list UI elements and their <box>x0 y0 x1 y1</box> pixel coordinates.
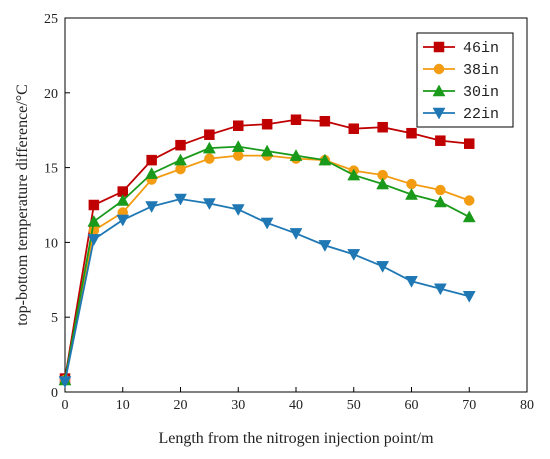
data-point <box>433 283 447 296</box>
legend-item: 38in <box>423 62 499 79</box>
data-point <box>464 138 475 149</box>
data-point <box>202 198 216 211</box>
y-tick-label: 15 <box>44 162 58 177</box>
x-axis-ticks: 0 10 20 30 40 50 60 70 80 <box>62 387 534 413</box>
data-point <box>260 217 274 230</box>
series-38in <box>59 150 475 386</box>
data-point <box>87 214 101 227</box>
y-axis-ticks: 0 5 10 15 20 25 <box>44 12 70 401</box>
data-point <box>318 240 332 252</box>
data-point <box>231 204 245 217</box>
legend-item: 30in <box>423 84 499 101</box>
legend-label: 30in <box>463 84 499 101</box>
data-point <box>433 195 447 208</box>
data-point <box>204 129 215 140</box>
legend-marker <box>433 41 445 53</box>
legend-marker <box>432 84 446 97</box>
series-22in <box>58 193 476 389</box>
legend-item: 46in <box>423 40 499 57</box>
x-tick-label: 0 <box>62 398 69 413</box>
data-point <box>146 154 157 166</box>
y-tick-label: 20 <box>44 87 58 102</box>
data-point <box>145 167 159 179</box>
data-point <box>319 115 331 127</box>
legend-label: 38in <box>463 62 499 79</box>
y-tick-label: 10 <box>44 236 58 251</box>
data-point <box>462 210 476 223</box>
data-point <box>116 193 130 206</box>
data-point <box>175 139 186 151</box>
data-point <box>116 214 130 227</box>
data-point <box>464 195 475 206</box>
data-point <box>260 144 274 157</box>
x-axis-title: Length from the nitrogen injection point… <box>158 430 434 447</box>
legend: 46in 38in 30in 22in <box>416 32 514 128</box>
data-point <box>88 225 100 236</box>
data-point <box>405 188 418 200</box>
y-tick-label: 0 <box>51 386 58 401</box>
legend-label: 46in <box>463 40 499 57</box>
legend-marker <box>432 107 446 120</box>
data-point <box>145 201 159 214</box>
data-point <box>376 261 390 273</box>
data-point <box>202 141 216 154</box>
data-point <box>376 177 390 190</box>
data-point <box>58 376 72 389</box>
data-point <box>289 149 303 161</box>
x-tick-label: 10 <box>116 398 130 413</box>
data-point <box>406 178 417 190</box>
data-point <box>175 163 186 175</box>
x-tick-label: 40 <box>289 398 303 413</box>
data-point <box>348 123 359 134</box>
x-tick-label: 30 <box>231 398 245 413</box>
data-point <box>204 153 215 164</box>
data-point <box>174 193 187 206</box>
x-tick-label: 50 <box>347 398 361 413</box>
data-point <box>405 276 418 288</box>
data-point <box>261 118 273 130</box>
data-point <box>289 228 303 240</box>
data-point <box>377 121 388 133</box>
data-point <box>462 291 476 303</box>
data-point <box>347 249 361 261</box>
x-tick-label: 80 <box>520 398 534 413</box>
data-point <box>87 234 101 246</box>
x-tick-label: 20 <box>174 398 188 413</box>
data-point <box>88 199 100 211</box>
data-point <box>406 127 417 139</box>
x-tick-label: 70 <box>462 398 476 413</box>
data-point <box>318 153 332 166</box>
data-point <box>435 184 446 196</box>
data-point <box>290 114 302 125</box>
data-point <box>231 140 245 152</box>
data-point <box>233 120 244 131</box>
series-layer <box>58 114 476 389</box>
legend-item: 22in <box>423 106 499 123</box>
data-point <box>347 168 361 181</box>
data-point <box>233 150 244 161</box>
data-point <box>174 153 187 166</box>
y-tick-label: 5 <box>51 311 58 326</box>
data-point <box>435 135 446 146</box>
x-tick-label: 60 <box>405 398 419 413</box>
legend-label: 22in <box>463 106 499 123</box>
series-30in <box>58 140 476 386</box>
y-tick-label: 25 <box>44 12 58 27</box>
legend-marker <box>433 63 445 75</box>
legend-box <box>416 32 514 128</box>
y-axis-title: top-bottom temperature difference/°C <box>14 84 31 326</box>
